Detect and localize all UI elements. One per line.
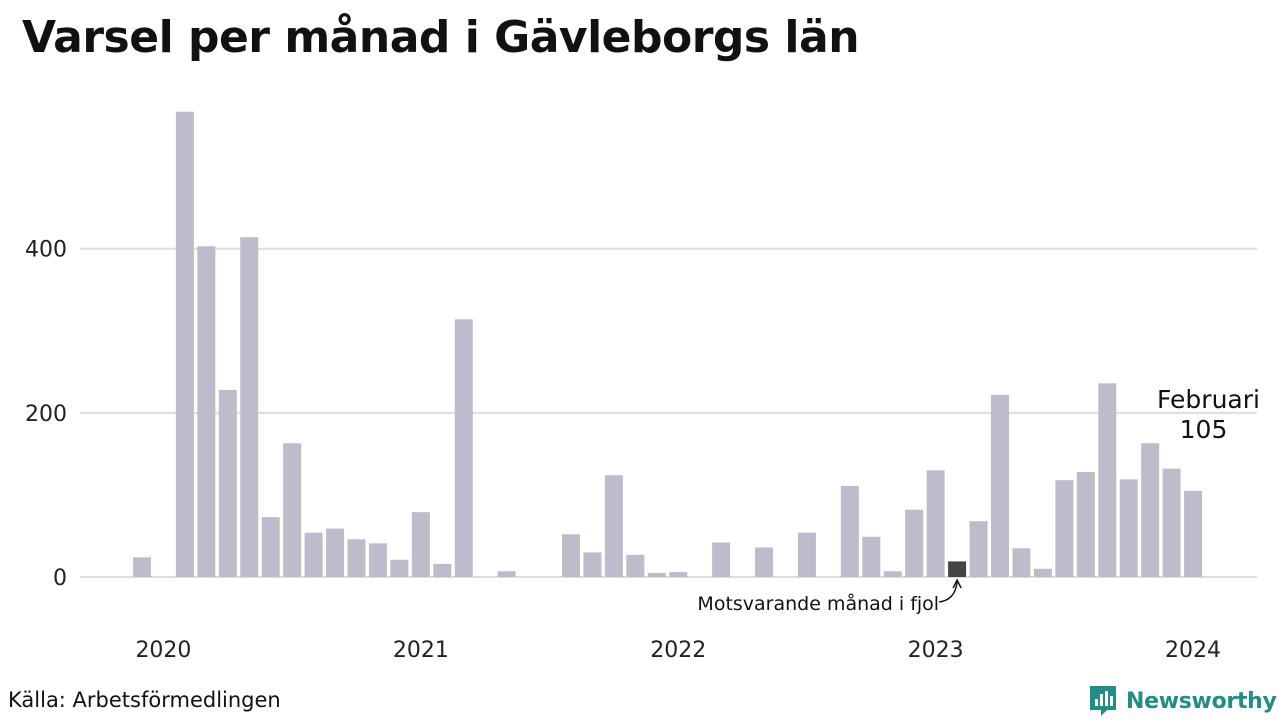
bar-2021-12 (647, 572, 666, 577)
bar-2023-08 (1076, 471, 1095, 577)
bar-2022-12 (905, 509, 924, 577)
bar-2021-11 (626, 554, 645, 577)
bar-2019-12 (133, 557, 151, 577)
bar-2020-02 (175, 111, 194, 577)
previous-year-annotation: Motsvarande månad i fjol (697, 592, 939, 615)
bar-2021-01 (411, 512, 430, 577)
bar-2020-03 (197, 246, 216, 577)
bar-2023-11 (1141, 443, 1160, 577)
bar-2023-06 (1033, 568, 1052, 577)
x-tick-label: 2021 (393, 638, 449, 663)
bar-2020-06 (261, 517, 280, 577)
bar-2023-04 (991, 394, 1009, 577)
current-month-label: Februari (1157, 385, 1260, 414)
bar-2020-09 (326, 528, 345, 577)
y-tick-label: 0 (53, 566, 67, 591)
bar-2022-10 (862, 536, 881, 577)
bar-2022-07 (797, 532, 816, 577)
bar-2022-03 (712, 542, 731, 577)
bar-2022-05 (755, 547, 774, 577)
bar-2020-11 (368, 543, 387, 577)
bar-2021-08 (562, 534, 580, 577)
bar-2023-10 (1119, 479, 1138, 577)
x-tick-label: 2022 (650, 638, 706, 663)
bar-2020-05 (240, 237, 259, 577)
annotation-arrowhead (952, 578, 962, 589)
newsworthy-logo: Newsworthy (1088, 684, 1277, 718)
bar-2020-08 (304, 532, 323, 577)
bar-2020-07 (283, 443, 302, 577)
bar-2021-03 (454, 319, 473, 577)
bar-chart-logo-icon (1090, 686, 1116, 716)
bar-2020-12 (390, 559, 409, 577)
bar-2021-10 (604, 475, 623, 577)
brand-name: Newsworthy (1126, 688, 1277, 714)
x-tick-label: 2024 (1165, 638, 1221, 663)
bar-2021-09 (583, 552, 602, 577)
x-tick-label: 2023 (908, 638, 964, 663)
bar-2021-05 (497, 571, 516, 577)
bar-2022-09 (840, 485, 859, 577)
source-note: Källa: Arbetsförmedlingen (8, 688, 281, 712)
bar-2023-07 (1055, 480, 1074, 577)
bar-2023-02 (948, 561, 967, 577)
bar-2023-09 (1098, 383, 1117, 577)
bar-2022-01 (669, 572, 688, 577)
bar-2023-05 (1012, 548, 1031, 577)
bar-2021-02 (433, 563, 452, 577)
bar-2022-11 (883, 571, 902, 577)
bar-2020-10 (347, 539, 366, 577)
y-tick-label: 200 (25, 402, 67, 427)
bar-2020-04 (218, 389, 237, 577)
annotation-arrow (938, 581, 958, 603)
y-tick-label: 400 (25, 238, 67, 263)
bar-2023-01 (926, 470, 945, 577)
x-tick-label: 2020 (135, 638, 191, 663)
chart-title: Varsel per månad i Gävleborgs län (22, 12, 860, 63)
bar-2024-01 (1184, 490, 1203, 577)
bar-2023-03 (969, 521, 988, 577)
current-month-value: 105 (1180, 415, 1228, 444)
bar-2023-12 (1162, 468, 1181, 577)
